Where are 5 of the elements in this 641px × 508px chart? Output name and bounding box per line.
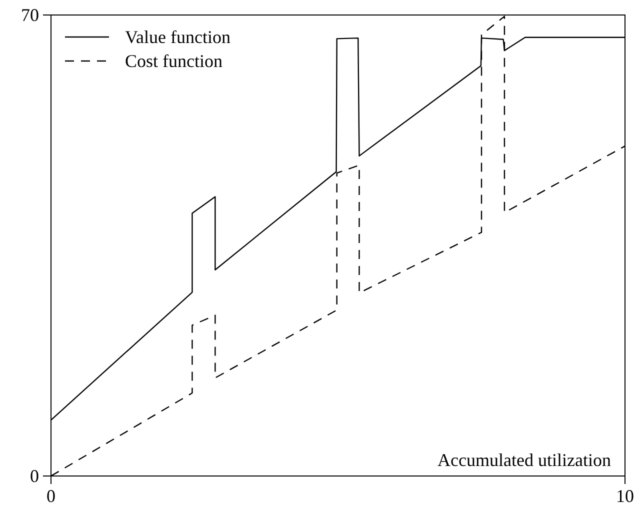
- legend-label: Cost function: [125, 51, 222, 71]
- x-axis-title: Accumulated utilization: [438, 450, 611, 470]
- x-tick-label: 10: [616, 486, 634, 506]
- y-tick-label: 70: [21, 5, 39, 25]
- legend-label: Value function: [125, 27, 230, 47]
